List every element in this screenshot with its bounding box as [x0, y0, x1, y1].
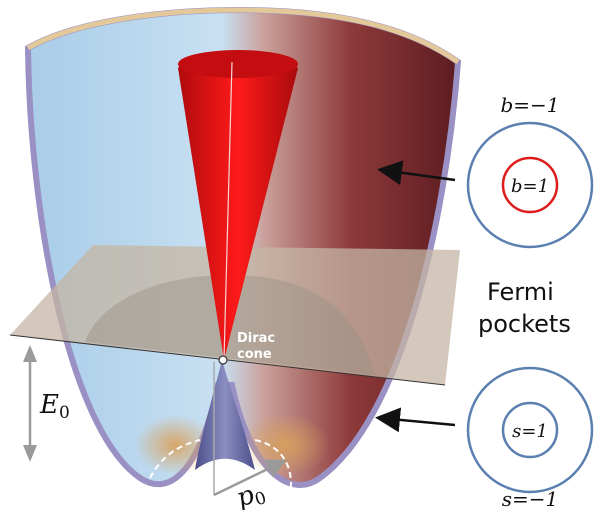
upper-dirac-cone: [178, 50, 298, 361]
fermi-label-line1: Fermi: [487, 278, 554, 306]
s-inner-label: s=1: [512, 421, 548, 442]
arrow-to-lower-pocket: [375, 407, 456, 433]
e0-dimension-arrow: [23, 345, 37, 462]
dirac-label-line2: cone: [237, 347, 272, 362]
b-outer-label: b=−1: [500, 93, 559, 117]
b-inner-circle: [501, 156, 559, 214]
s-inner-circle: [501, 401, 559, 459]
dirac-point: [218, 355, 228, 365]
dirac-label-line1: Dirac: [237, 331, 275, 346]
s-outer-label: s=−1: [502, 487, 559, 510]
p0-dashed-arc-right: [254, 439, 292, 496]
b-inner-label: b=1: [511, 176, 549, 197]
lower-dirac-cone: [195, 360, 255, 470]
p0-arrow: [213, 459, 287, 497]
e0-label: E0: [39, 390, 70, 423]
arrow-to-upper-pocket: [377, 160, 456, 186]
p0-dashed-arc-left: [149, 439, 201, 479]
b-outer-circle: [466, 121, 594, 249]
p0-label: p0: [233, 477, 269, 510]
fermi-label-line2: pockets: [478, 310, 571, 338]
s-outer-circle: [466, 366, 594, 494]
